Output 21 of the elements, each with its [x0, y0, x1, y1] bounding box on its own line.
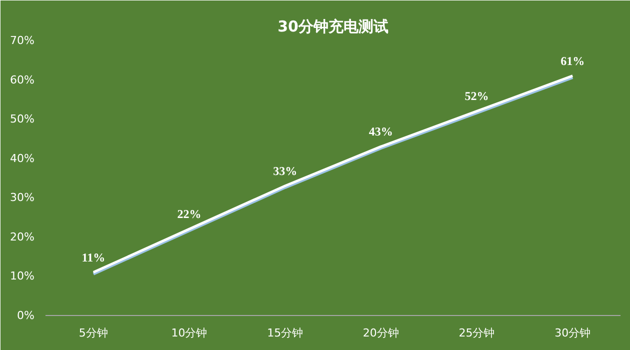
text: 61%	[560, 54, 585, 68]
text: 22%	[177, 207, 202, 222]
text: 43%	[368, 124, 393, 139]
text: 33%	[273, 164, 298, 178]
x-tick-label: 10分钟	[171, 326, 208, 340]
x-tick-label: 20分钟	[362, 326, 399, 340]
y-tick-label: 30%	[10, 191, 35, 204]
y-tick-label: 40%	[10, 152, 35, 165]
x-tick-label: 15分钟	[267, 326, 304, 340]
y-tick-label: 10%	[10, 270, 35, 283]
x-tick-label: 5分钟	[78, 326, 108, 340]
chart-title: 30分钟充电测试	[278, 18, 388, 36]
x-tick-label: 30分钟	[554, 326, 591, 340]
x-tick-label: 25分钟	[458, 326, 495, 340]
y-tick-label: 60%	[10, 73, 35, 86]
text: 52%	[464, 89, 489, 104]
y-tick-label: 0%	[17, 309, 34, 322]
y-tick-label: 70%	[10, 34, 35, 47]
text: 11%	[82, 250, 106, 264]
y-tick-label: 50%	[10, 112, 35, 126]
y-tick-label: 20%	[10, 230, 35, 244]
